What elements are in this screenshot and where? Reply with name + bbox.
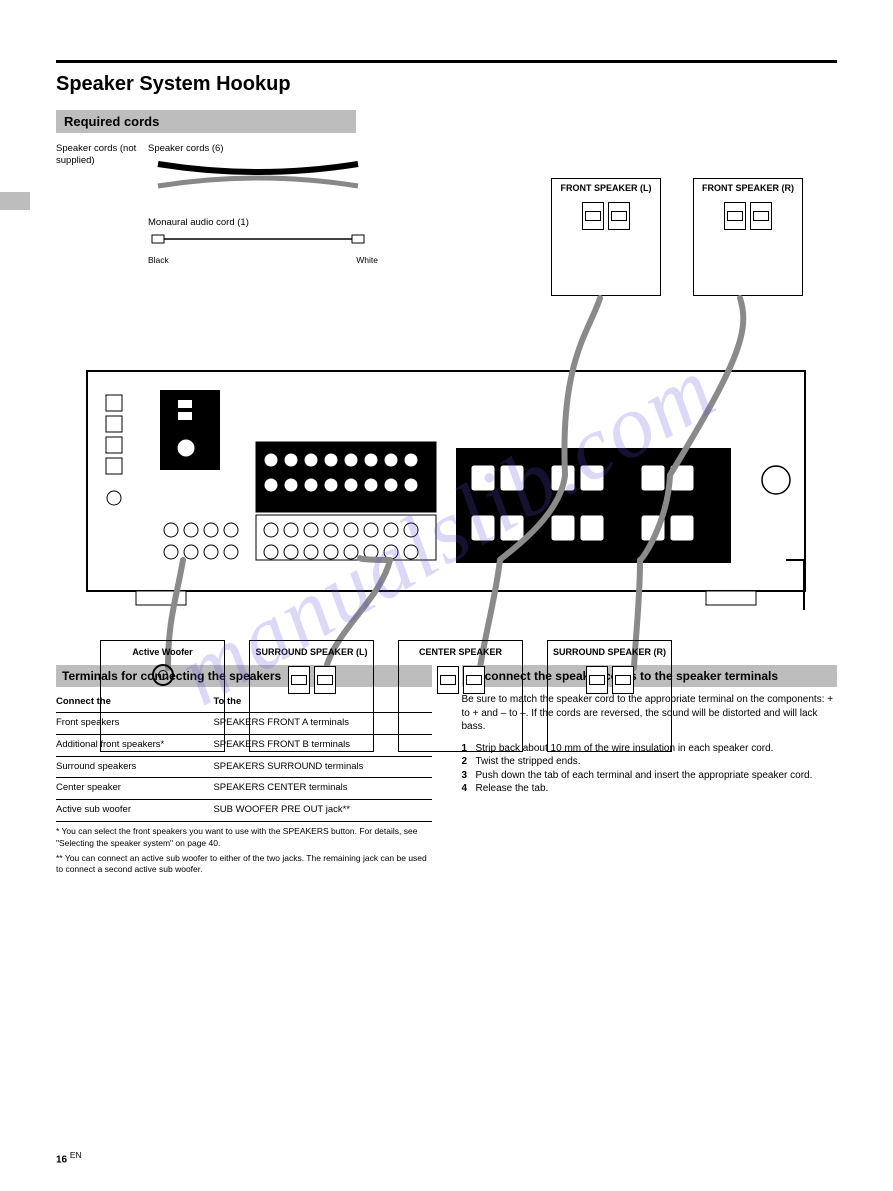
surround-r: SURROUND SPEAKER (R) — [547, 640, 672, 752]
note-1: * You can select the front speakers you … — [56, 826, 432, 849]
table-row: Center speaker — [56, 778, 213, 800]
front-speaker-l: FRONT SPEAKER (L) — [551, 178, 661, 296]
table-row: Surround speakers — [56, 756, 213, 778]
section-header-cables: Required cords — [56, 110, 356, 133]
top-speakers: FRONT SPEAKER (L) FRONT SPEAKER (R) — [551, 178, 803, 296]
front-speaker-r-title: FRONT SPEAKER (R) — [696, 183, 800, 194]
center-speaker: CENTER SPEAKER — [398, 640, 523, 752]
side-tab — [0, 192, 30, 210]
center-speaker-title: CENTER SPEAKER — [401, 647, 520, 658]
table-row: SPEAKERS CENTER terminals — [213, 778, 431, 800]
step-text: Release the tab. — [476, 783, 549, 794]
legend-white: White — [356, 255, 378, 265]
mono-cord-label: Monaural audio cord (1) — [148, 217, 378, 228]
mono-cord-icon — [148, 230, 368, 248]
table-row: Active sub woofer — [56, 800, 213, 822]
table-row: SPEAKERS SURROUND terminals — [213, 756, 431, 778]
step-num: 4 — [462, 782, 476, 796]
page-number-sup: EN — [70, 1150, 82, 1160]
step-text: Twist the stripped ends. — [476, 756, 581, 767]
speaker-cord-label: Speaker cords (6) — [148, 143, 378, 154]
step-num: 3 — [462, 769, 476, 783]
top-rule — [56, 60, 837, 63]
surround-l: SURROUND SPEAKER (L) — [249, 640, 374, 752]
speaker-cord-icon — [148, 156, 368, 194]
active-woofer-title: Active Woofer — [103, 647, 222, 658]
active-woofer: Active Woofer — [100, 640, 225, 752]
step-num: 2 — [462, 755, 476, 769]
rear-panel — [86, 370, 806, 610]
surround-l-title: SURROUND SPEAKER (L) — [252, 647, 371, 658]
step-text: Push down the tab of each terminal and i… — [476, 770, 813, 781]
legend-black: Black — [148, 255, 169, 265]
table-row: SUB WOOFER PRE OUT jack** — [213, 800, 431, 822]
bottom-speakers: Active Woofer SURROUND SPEAKER (L) CENTE… — [100, 640, 672, 752]
subwoofer-input-icon — [152, 664, 174, 686]
front-speaker-l-title: FRONT SPEAKER (L) — [554, 183, 658, 194]
front-speaker-r: FRONT SPEAKER (R) — [693, 178, 803, 296]
note-2: ** You can connect an active sub woofer … — [56, 853, 432, 876]
cables-intro: Speaker cords (not supplied) — [56, 143, 148, 265]
page-number-value: 16 — [56, 1154, 67, 1165]
page-number: 16 EN — [56, 1150, 81, 1165]
surround-r-title: SURROUND SPEAKER (R) — [550, 647, 669, 658]
page-title: Speaker System Hookup — [56, 73, 837, 96]
